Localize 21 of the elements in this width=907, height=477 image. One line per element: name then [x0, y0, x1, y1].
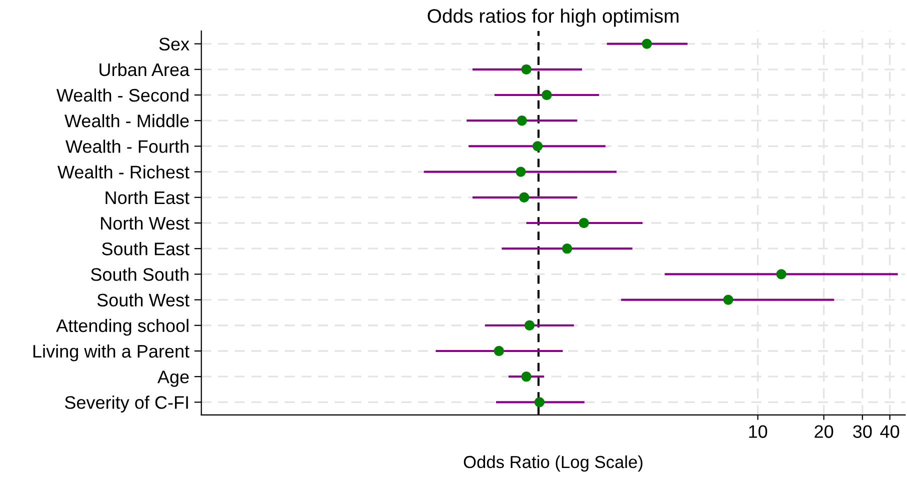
- x-tick-label: 30: [853, 425, 872, 438]
- y-tick-label: Urban Area: [100, 62, 190, 76]
- y-tick-label: North West: [101, 216, 190, 230]
- y-tick-label: South West: [97, 293, 190, 307]
- y-tick-label: Wealth - Fourth: [66, 140, 188, 153]
- x-tick-label: 10: [749, 425, 768, 438]
- y-tick-label: South South: [90, 268, 188, 281]
- chart-title: Odds ratios for high optimism: [428, 8, 678, 27]
- y-tick-label: South East: [102, 242, 190, 256]
- y-tick-label: Attending school: [56, 318, 188, 336]
- y-tick-label: Wealth - Middle: [64, 114, 189, 128]
- x-tick-label: 20: [814, 425, 834, 438]
- y-tick-label: Severity of C-FI: [64, 396, 188, 412]
- y-tick-label: Wealth - Second: [56, 88, 188, 102]
- y-tick-label: North East: [106, 190, 190, 204]
- y-tick-label: Living with a Parent: [33, 344, 190, 362]
- x-tick-label: 40: [880, 425, 900, 438]
- y-tick-label: Age: [157, 370, 189, 387]
- x-axis-title: Odds Ratio (Log Scale): [464, 455, 642, 472]
- y-tick-label: Wealth - Richest: [58, 165, 190, 179]
- y-tick-label: Sex: [159, 38, 190, 51]
